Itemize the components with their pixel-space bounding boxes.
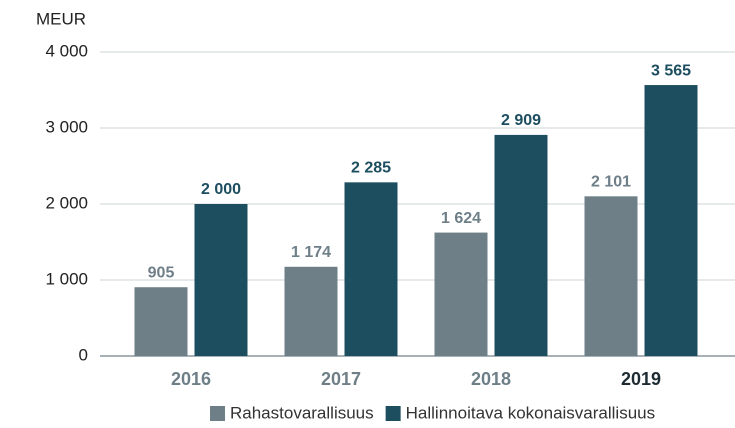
bar (584, 196, 638, 356)
bar (194, 204, 248, 356)
bar (494, 134, 548, 356)
data-label: 2 101 (591, 174, 631, 191)
bar (644, 85, 698, 356)
x-tick-label: 2017 (321, 369, 361, 389)
data-label: 2 285 (351, 160, 391, 177)
data-label: 1 174 (291, 244, 331, 261)
legend-swatch (385, 406, 401, 421)
y-tick-label: 0 (79, 345, 88, 364)
y-tick-label: 1 000 (45, 269, 88, 288)
data-label: 1 624 (441, 210, 481, 227)
bar (434, 232, 488, 356)
y-tick-label: 3 000 (45, 117, 88, 136)
y-tick-label: 2 000 (45, 193, 88, 212)
y-tick-label: 4 000 (45, 41, 88, 60)
bar (134, 287, 188, 356)
legend-label: Rahastovarallisuus (230, 403, 374, 422)
legend-swatch (210, 406, 225, 421)
data-label: 2 000 (201, 181, 241, 198)
legend-label: Hallinnoitava kokonaisvarallisuus (406, 403, 655, 422)
bar (284, 266, 338, 356)
x-tick-label: 2016 (171, 369, 211, 389)
bar (344, 182, 398, 356)
x-tick-label: 2018 (471, 369, 511, 389)
data-label: 3 565 (651, 62, 691, 79)
data-label: 905 (148, 264, 175, 281)
y-axis-label: MEUR (36, 9, 86, 28)
x-tick-label: 2019 (621, 369, 661, 389)
data-label: 2 909 (501, 112, 541, 129)
